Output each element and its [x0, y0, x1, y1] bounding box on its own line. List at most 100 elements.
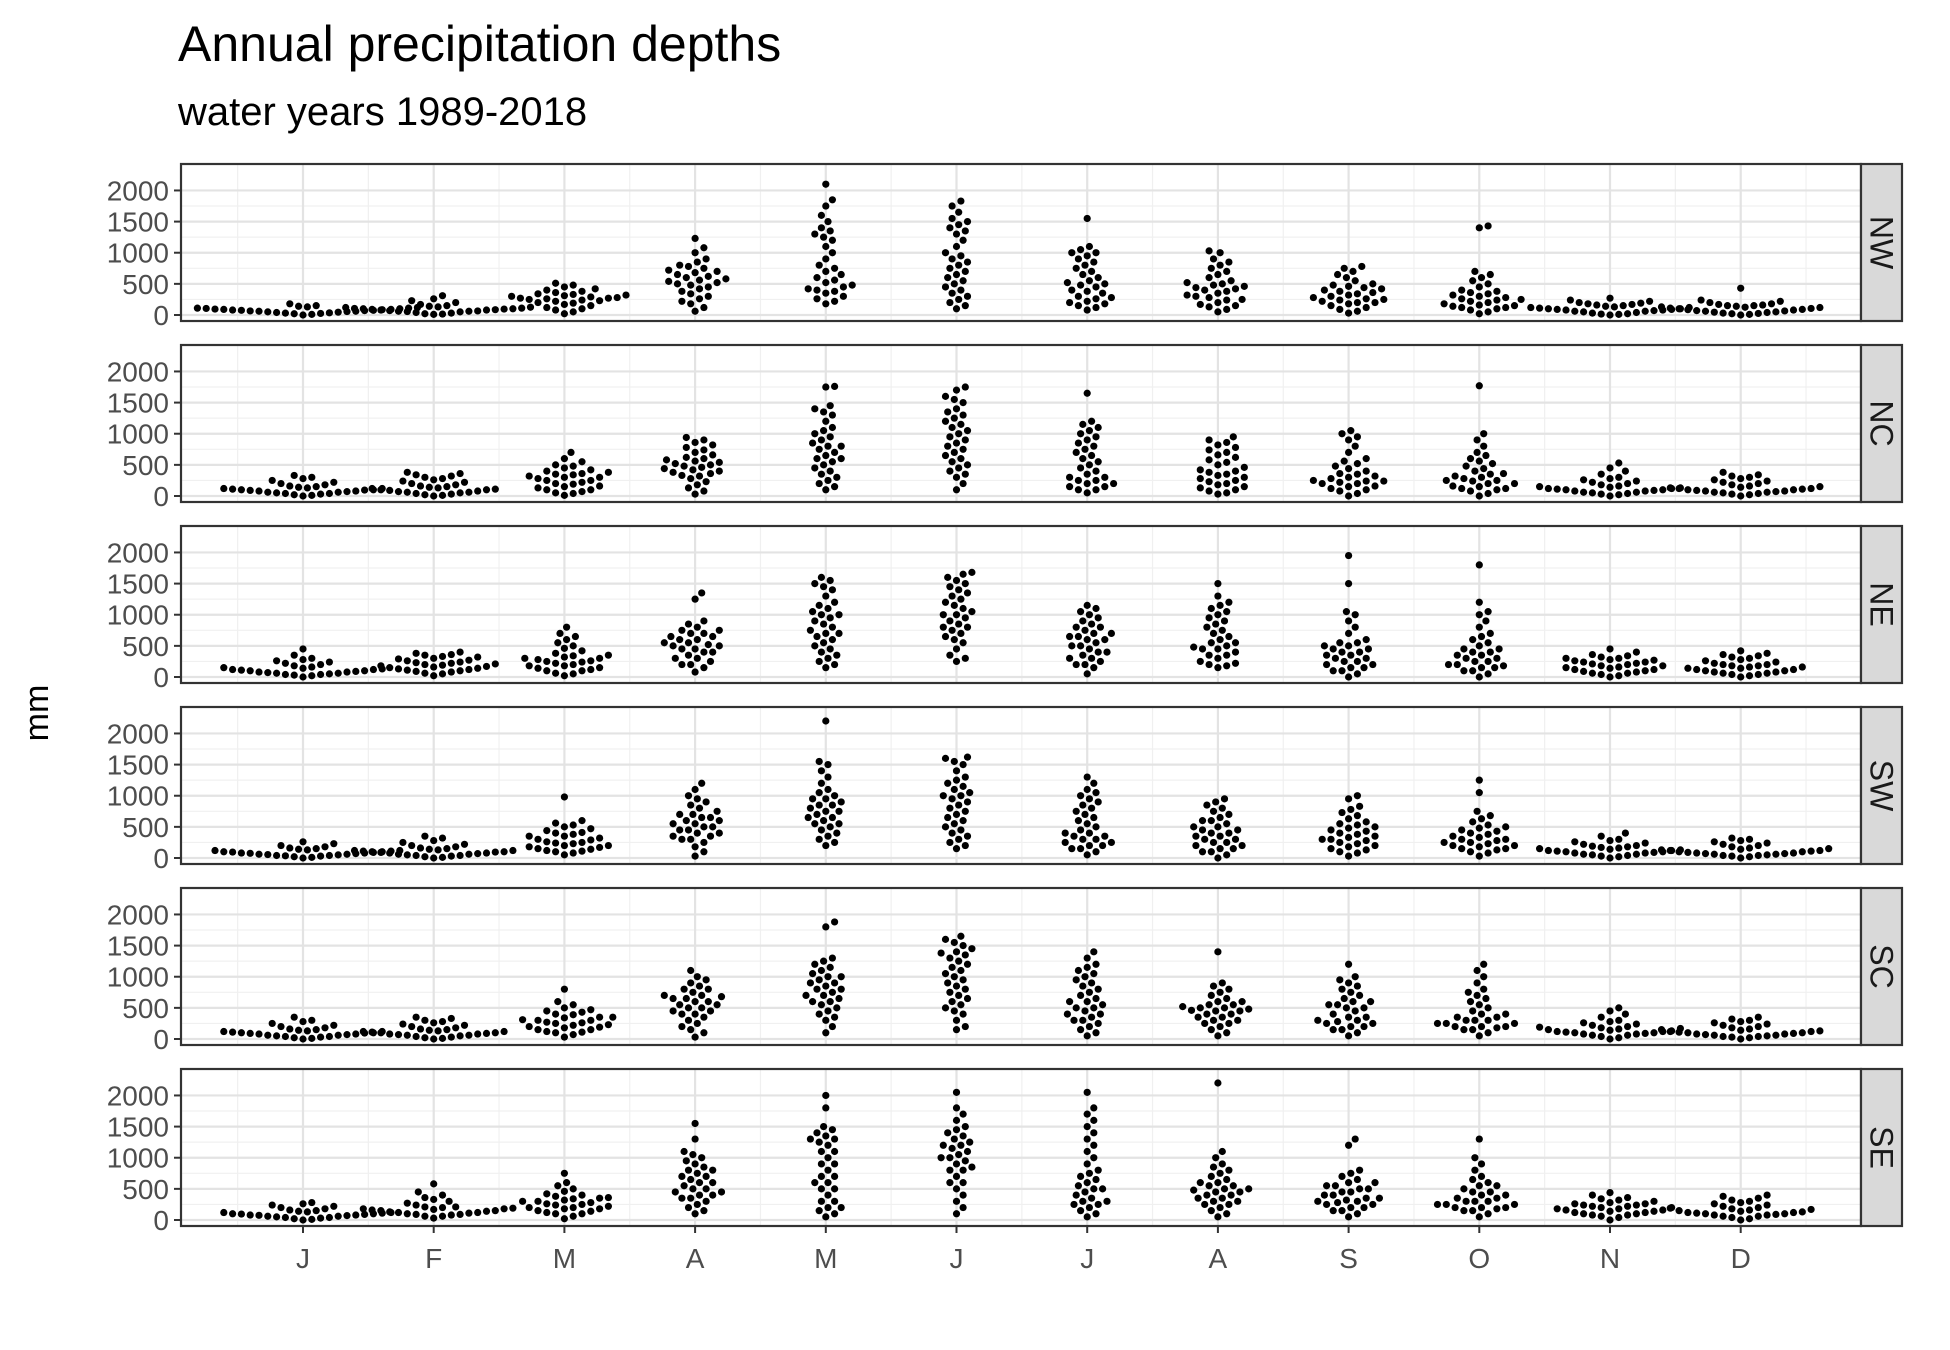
- data-point: [1214, 948, 1222, 956]
- data-point: [828, 249, 837, 257]
- data-point: [815, 789, 823, 797]
- data-point: [325, 1032, 333, 1041]
- data-point: [684, 1004, 693, 1012]
- data-point: [264, 488, 272, 496]
- data-point: [552, 489, 560, 497]
- data-point: [704, 292, 712, 300]
- data-point: [1347, 427, 1355, 435]
- data-point: [474, 307, 482, 315]
- data-point: [700, 1013, 708, 1021]
- data-point: [421, 1193, 429, 1202]
- data-point: [1615, 1016, 1623, 1024]
- data-point: [1484, 1210, 1492, 1218]
- data-point: [308, 473, 316, 481]
- data-point: [604, 294, 613, 302]
- data-point: [839, 292, 848, 300]
- data-point: [1484, 849, 1492, 857]
- y-tick-label: 2000: [107, 537, 169, 568]
- data-point: [815, 976, 823, 984]
- data-point: [447, 1211, 455, 1219]
- data-point: [368, 1028, 376, 1036]
- y-tick-label: 2000: [107, 899, 169, 930]
- data-point: [1231, 453, 1240, 461]
- data-point: [1624, 489, 1632, 498]
- data-point: [1706, 298, 1714, 307]
- data-point: [1493, 1194, 1501, 1202]
- data-point: [709, 441, 717, 449]
- data-point: [1225, 632, 1233, 641]
- data-point: [587, 466, 595, 474]
- data-point: [1486, 1188, 1494, 1196]
- data-point: [1061, 829, 1069, 837]
- data-point: [1345, 979, 1353, 987]
- data-point: [1597, 1013, 1605, 1021]
- data-point: [596, 664, 604, 672]
- data-point: [1737, 1198, 1745, 1207]
- data-point: [963, 217, 972, 226]
- data-point: [1458, 295, 1466, 303]
- data-point: [687, 1194, 695, 1202]
- data-point: [438, 292, 447, 300]
- data-point: [560, 283, 569, 291]
- data-point: [684, 1016, 693, 1024]
- data-point: [817, 826, 826, 834]
- data-point: [1475, 561, 1483, 569]
- data-point: [1083, 785, 1091, 794]
- data-point: [412, 489, 420, 498]
- data-point: [1079, 455, 1087, 463]
- data-point: [959, 445, 967, 453]
- data-point: [560, 1014, 569, 1022]
- data-point: [955, 261, 963, 269]
- data-point: [822, 417, 830, 425]
- data-point: [946, 298, 954, 307]
- data-point: [1624, 660, 1632, 669]
- data-point: [1659, 662, 1667, 670]
- data-point: [525, 832, 533, 840]
- data-point: [317, 852, 325, 860]
- data-point: [295, 845, 303, 853]
- data-point: [693, 973, 701, 981]
- data-point: [1571, 849, 1579, 857]
- data-point: [687, 1026, 695, 1034]
- data-point: [1353, 982, 1361, 990]
- data-point: [1469, 818, 1477, 826]
- data-point: [952, 473, 961, 481]
- data-point: [1693, 486, 1701, 494]
- data-point: [569, 1185, 577, 1193]
- data-point: [948, 202, 956, 210]
- data-point: [1763, 660, 1771, 669]
- data-point: [1693, 307, 1701, 315]
- data-point: [961, 985, 969, 993]
- data-point: [950, 448, 958, 457]
- data-point: [330, 1202, 338, 1210]
- data-point: [352, 1030, 360, 1038]
- data-point: [952, 230, 961, 238]
- data-point: [1471, 1016, 1479, 1024]
- data-point: [1083, 1122, 1091, 1131]
- data-point: [1475, 789, 1483, 797]
- data-point: [264, 308, 272, 316]
- data-point: [552, 297, 560, 305]
- data-point: [693, 623, 701, 631]
- data-point: [1562, 486, 1570, 494]
- data-point: [824, 773, 832, 781]
- data-point: [447, 668, 455, 676]
- data-point: [828, 411, 837, 419]
- data-point: [700, 487, 708, 495]
- data-point: [1336, 639, 1344, 647]
- data-point: [1309, 293, 1317, 302]
- data-point: [952, 305, 961, 313]
- data-point: [961, 302, 969, 310]
- data-point: [1220, 1004, 1229, 1012]
- data-point: [1606, 492, 1614, 500]
- data-point: [1477, 1022, 1486, 1031]
- data-point: [491, 485, 499, 493]
- data-point: [822, 795, 830, 803]
- data-point: [246, 1029, 254, 1037]
- data-point: [534, 1016, 542, 1024]
- data-point: [1074, 486, 1082, 494]
- data-point: [569, 670, 577, 678]
- data-point: [281, 852, 289, 860]
- data-point: [1205, 1001, 1213, 1009]
